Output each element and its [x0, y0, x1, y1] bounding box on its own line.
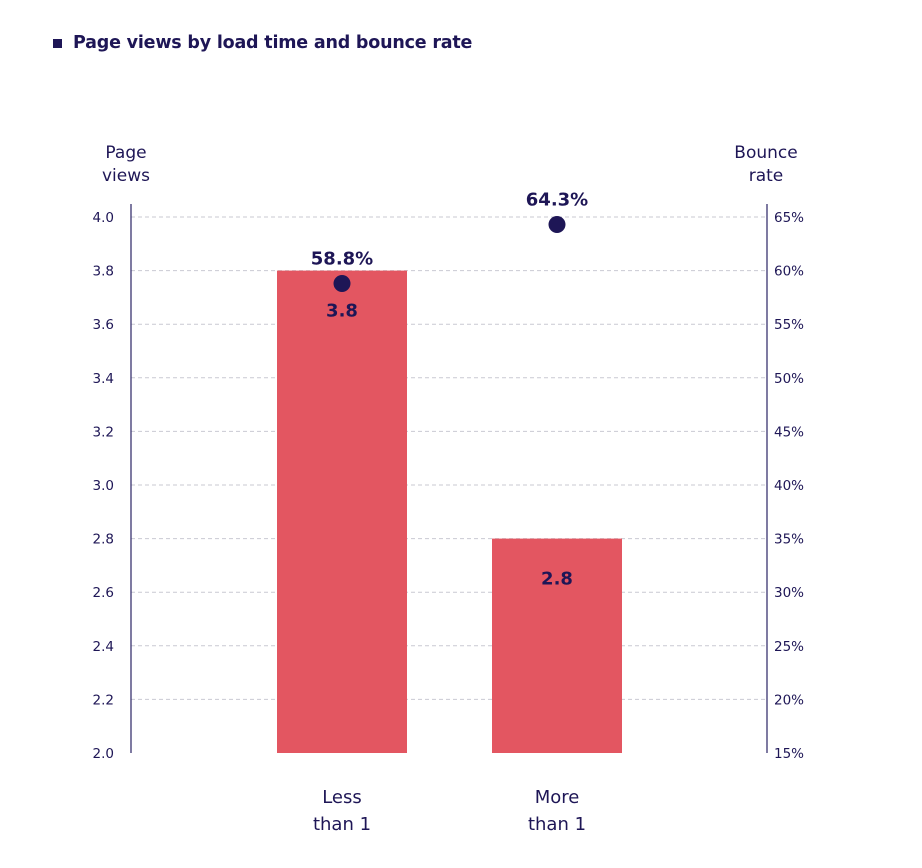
- right-tick-label: 50%: [774, 371, 804, 387]
- bounce-rate-point: [333, 274, 351, 292]
- left-tick-label: 2.0: [93, 746, 114, 762]
- left-tick-label: 4.0: [93, 210, 114, 226]
- category-label: More: [535, 787, 580, 808]
- chart-title: Page views by load time and bounce rate: [73, 33, 473, 53]
- category-label: Less: [322, 787, 362, 808]
- legend-swatch: [53, 38, 62, 48]
- right-axis-title: rate: [749, 166, 784, 186]
- right-tick-label: 25%: [774, 639, 804, 655]
- left-tick-label: 3.0: [93, 478, 114, 494]
- bounce-rate-point: [548, 216, 566, 234]
- right-tick-label: 30%: [774, 585, 804, 601]
- left-tick-label: 2.2: [93, 692, 114, 708]
- left-tick-label: 3.6: [93, 317, 114, 333]
- bar-value-label: 3.8: [326, 301, 358, 322]
- bar: [492, 538, 622, 753]
- right-tick-label: 15%: [774, 746, 804, 762]
- category-label: than 1: [528, 814, 586, 835]
- left-tick-label: 2.4: [93, 639, 114, 655]
- right-tick-label: 65%: [774, 210, 804, 226]
- left-axis-title: Page: [105, 143, 146, 163]
- left-axis-title: views: [102, 166, 150, 186]
- right-tick-label: 35%: [774, 532, 804, 548]
- left-tick-label: 3.4: [93, 371, 114, 387]
- right-tick-label: 60%: [774, 264, 804, 280]
- right-tick-label: 20%: [774, 692, 804, 708]
- right-tick-label: 40%: [774, 478, 804, 494]
- right-tick-label: 55%: [774, 317, 804, 333]
- left-tick-label: 3.2: [93, 424, 114, 440]
- left-tick-label: 3.8: [93, 264, 114, 280]
- left-tick-label: 2.8: [93, 532, 114, 548]
- bar: [277, 270, 407, 753]
- chart-title-group: Page views by load time and bounce rate: [53, 30, 472, 56]
- right-axis-title: Bounce: [734, 143, 797, 163]
- left-tick-label: 2.6: [93, 585, 114, 601]
- bar-value-label: 2.8: [541, 569, 573, 590]
- point-value-label: 58.8%: [311, 248, 373, 269]
- category-label: than 1: [313, 814, 371, 835]
- right-tick-label: 45%: [774, 424, 804, 440]
- point-value-label: 64.3%: [526, 190, 588, 211]
